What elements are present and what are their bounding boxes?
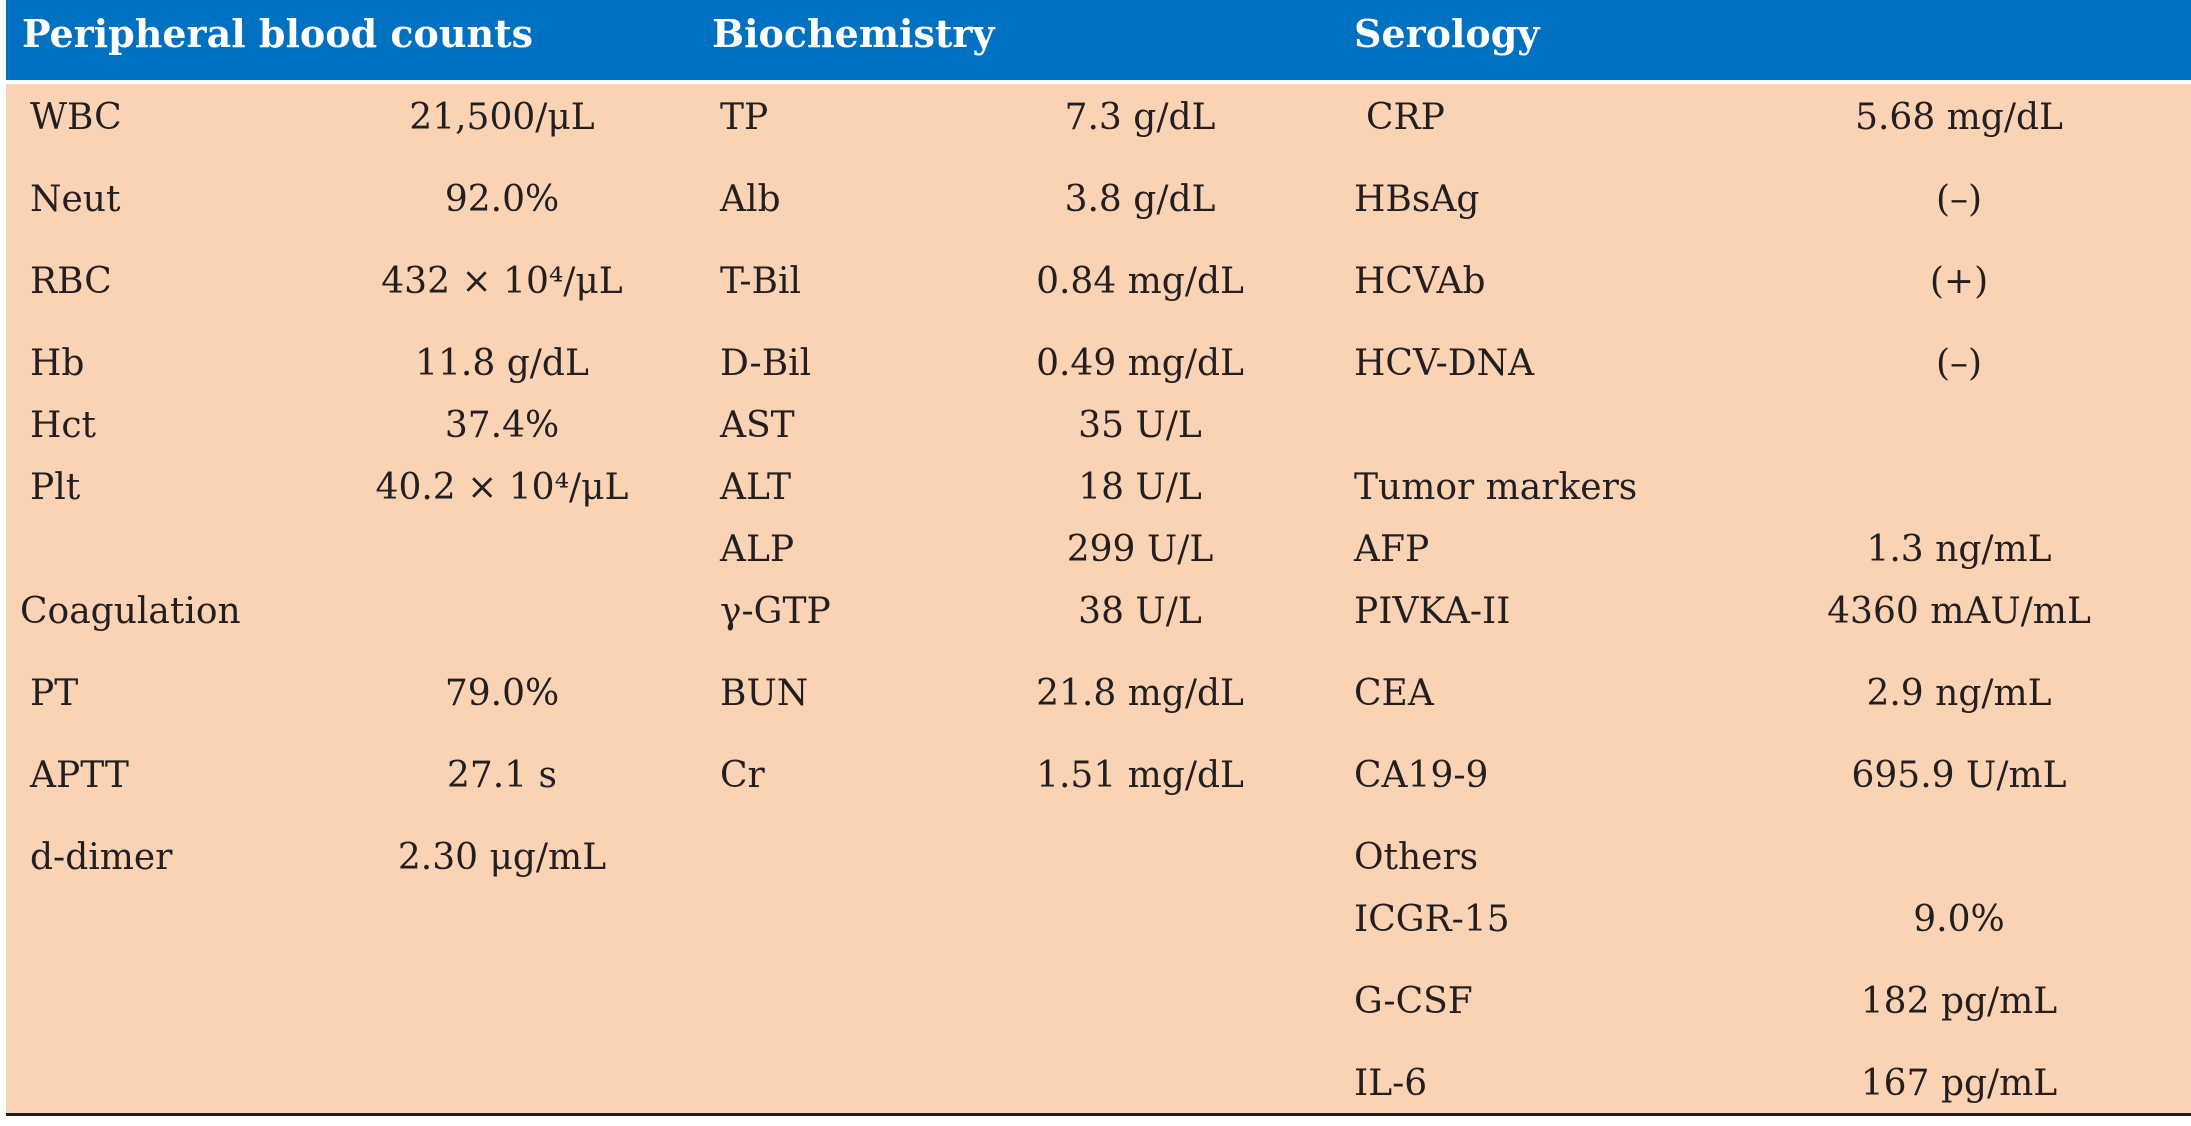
row-label: Plt xyxy=(30,467,81,508)
row-label: RBC xyxy=(30,261,112,302)
table-body xyxy=(6,84,2191,1114)
row-label: Alb xyxy=(720,179,781,220)
row-value: 35 U/L xyxy=(1078,405,1202,446)
row-label: BUN xyxy=(720,673,809,714)
row-label: Cr xyxy=(720,755,765,796)
row-value: (–) xyxy=(1935,179,1983,220)
section-heading-others: Others xyxy=(1354,837,1479,878)
table-bottom-rule xyxy=(6,1113,2191,1116)
row-label: D-Bil xyxy=(720,343,812,384)
row-value: 695.9 U/mL xyxy=(1851,755,2067,796)
row-label: T-Bil xyxy=(720,261,802,302)
row-label: APTT xyxy=(30,755,129,796)
row-value: 182 pg/mL xyxy=(1860,981,2058,1022)
row-label: Hct xyxy=(30,405,97,446)
lab-results-table: Peripheral blood counts Biochemistry Ser… xyxy=(6,0,2191,1117)
row-value: 2.9 ng/mL xyxy=(1866,673,2052,714)
row-value: 40.2 × 10⁴/μL xyxy=(375,467,629,508)
row-label: AST xyxy=(720,405,795,446)
section-heading-tumor-markers: Tumor markers xyxy=(1354,467,1638,508)
row-value: 299 U/L xyxy=(1066,529,1214,570)
row-label: PIVKA-II xyxy=(1354,591,1511,632)
row-label: CA19-9 xyxy=(1354,755,1489,796)
row-value: 432 × 10⁴/μL xyxy=(381,261,623,302)
row-value: 92.0% xyxy=(444,179,560,220)
row-label: AFP xyxy=(1354,529,1430,570)
row-label: TP xyxy=(720,97,769,138)
row-label: WBC xyxy=(30,97,122,138)
row-label: PT xyxy=(30,673,79,714)
row-value: 21,500/μL xyxy=(409,97,595,138)
row-value: (–) xyxy=(1935,343,1983,384)
row-value: 7.3 g/dL xyxy=(1064,97,1216,138)
row-value: 5.68 mg/dL xyxy=(1855,97,2063,138)
row-value: 4360 mAU/mL xyxy=(1827,591,2091,632)
row-label: Neut xyxy=(30,179,121,220)
row-value: 38 U/L xyxy=(1078,591,1202,632)
row-value: 0.49 mg/dL xyxy=(1036,343,1244,384)
table-header: Peripheral blood counts Biochemistry Ser… xyxy=(6,0,2191,80)
header-divider xyxy=(6,80,2191,84)
row-value: 27.1 s xyxy=(446,755,558,796)
row-value: 2.30 μg/mL xyxy=(397,837,607,878)
header-serology: Serology xyxy=(1354,11,1540,56)
header-biochemistry: Biochemistry xyxy=(712,11,995,56)
row-value: 1.51 mg/dL xyxy=(1036,755,1244,796)
row-label: HCVAb xyxy=(1354,261,1486,302)
row-value: 0.84 mg/dL xyxy=(1036,261,1244,302)
row-value: 1.3 ng/mL xyxy=(1866,529,2052,570)
section-heading-coagulation: Coagulation xyxy=(20,591,241,632)
row-value: 167 pg/mL xyxy=(1860,1063,2058,1104)
row-value: 3.8 g/dL xyxy=(1064,179,1216,220)
row-label: ALP xyxy=(720,529,795,570)
row-value: 79.0% xyxy=(444,673,560,714)
row-label: Hb xyxy=(30,343,85,384)
row-label: G-CSF xyxy=(1354,981,1473,1022)
row-value: 37.4% xyxy=(444,405,560,446)
row-label: ICGR-15 xyxy=(1354,899,1510,940)
row-value: 11.8 g/dL xyxy=(415,343,589,384)
row-value: 21.8 mg/dL xyxy=(1036,673,1244,714)
row-label: ALT xyxy=(720,467,791,508)
row-label: CEA xyxy=(1354,673,1434,714)
row-label: CRP xyxy=(1366,97,1445,138)
header-peripheral-blood-counts: Peripheral blood counts xyxy=(22,11,534,56)
row-label: γ-GTP xyxy=(720,591,831,632)
row-value: 9.0% xyxy=(1913,899,2005,940)
row-label: HBsAg xyxy=(1354,179,1480,220)
row-label: HCV-DNA xyxy=(1354,343,1535,384)
row-value: 18 U/L xyxy=(1078,467,1202,508)
row-label: d-dimer xyxy=(30,837,173,878)
row-label: IL-6 xyxy=(1354,1063,1428,1104)
row-value: (+) xyxy=(1929,261,1989,302)
